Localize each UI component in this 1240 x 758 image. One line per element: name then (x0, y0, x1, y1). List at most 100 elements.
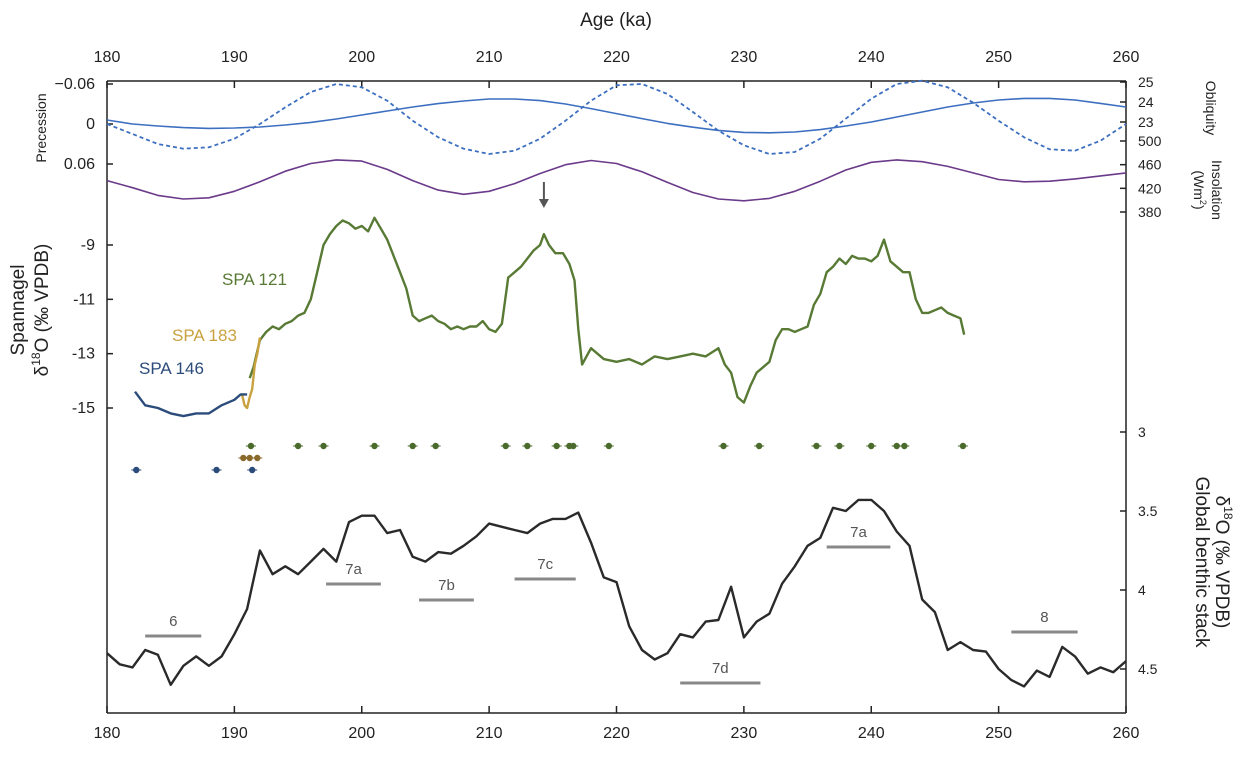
spannagel-line-spa183 (240, 337, 262, 410)
precession-tick-label: −0.06 (55, 76, 96, 93)
benthic-tick-label: 4.5 (1138, 661, 1158, 677)
spannagel-axis-title-top: Spannagel (8, 265, 29, 356)
x-tick-label-bottom: 190 (221, 725, 248, 742)
series-label-spa146: SPA 146 (139, 359, 204, 378)
spa146-date-point (133, 466, 140, 474)
x-tick-label-bottom: 180 (94, 725, 121, 742)
spa121-date-point (320, 442, 327, 450)
spannagel-line-spa121 (248, 216, 966, 404)
spannagel-tick-label: -11 (73, 291, 95, 308)
spa121-date-point (294, 442, 302, 450)
spannagel-line-spa146 (134, 390, 248, 418)
spa183-date-point (240, 454, 247, 462)
left-axis-ticks: −0.06 0 0.06 -9 -11 -13 -15 (55, 76, 113, 417)
insolation-unit: (Wm2) (1191, 170, 1208, 209)
precession-tick-label: 0.06 (64, 156, 95, 173)
x-ticks-bottom: 180 190 200 210 220 230 240 250 260 (94, 706, 1140, 742)
insolation-tick-label: 460 (1138, 157, 1162, 173)
spa121-date-point (502, 442, 509, 450)
right-axis-ticks: 25 24 23 500 460 420 380 3 3.5 4 4.5 (1120, 74, 1162, 677)
benthic-tick-label: 4 (1138, 582, 1146, 598)
insolation-unit-sup: 2 (1198, 200, 1208, 205)
benthic-tick-label: 3 (1138, 424, 1146, 440)
benthic-delta: δ (1211, 496, 1232, 507)
precession-axis-title: Precession (33, 93, 49, 162)
benthic-tick-label: 3.5 (1138, 503, 1158, 519)
x-axis-title: Age (ka) (580, 10, 652, 31)
spa121-date-point (836, 442, 843, 450)
series-curves (106, 79, 1127, 688)
x-ticks-top: 180 190 200 210 220 230 240 250 260 (94, 49, 1139, 88)
insolation-unit-base: (Wm (1191, 170, 1207, 200)
spannagel-axis-title-bottom: δ18O (‰ VPDB) (29, 244, 53, 377)
spannagel-tick-label: -15 (72, 400, 95, 417)
spannagel-tick-label: -9 (81, 237, 95, 254)
spannagel-delta: δ (32, 366, 53, 377)
spa121-date-point (720, 442, 727, 450)
benthic-stack-line (106, 498, 1127, 688)
stage-label: 7c (537, 556, 553, 573)
x-tick-label-bottom: 240 (858, 725, 885, 742)
spa183-date-point (246, 454, 253, 462)
insolation-unit-end: ) (1191, 205, 1207, 210)
spa121-date-point (813, 442, 820, 450)
x-tick-label-top: 190 (221, 49, 248, 66)
series-label-spa121: SPA 121 (222, 270, 287, 289)
x-tick-label-top: 180 (94, 49, 121, 66)
x-tick-label-top: 250 (985, 49, 1012, 66)
obliquity-tick-label: 24 (1138, 94, 1154, 110)
x-tick-label-top: 230 (731, 49, 758, 66)
x-tick-label-top: 210 (476, 49, 503, 66)
stage-label: 7b (438, 577, 455, 594)
marine-isotope-stages: 6 7a 7b 7c 7d 7a 8 (145, 524, 1078, 685)
obliquity-axis-title: Obliquity (1203, 81, 1219, 135)
spa146-date-point (213, 466, 220, 474)
insolation-axis-title: Insolation (1209, 160, 1225, 220)
x-tick-label-bottom: 200 (348, 725, 375, 742)
insolation-tick-label: 500 (1138, 133, 1162, 149)
spa121-date-point (959, 442, 967, 450)
benthic-axis-title-bottom: δ18O (‰ VPDB) (1211, 496, 1235, 629)
spa121-date-point (569, 442, 577, 450)
x-tick-label-bottom: 250 (985, 725, 1012, 742)
spa121-date-point (868, 442, 875, 450)
x-tick-label-top: 200 (348, 49, 375, 66)
x-tick-label-top: 240 (858, 49, 885, 66)
stage-label: 6 (169, 613, 177, 630)
insolation-tick-label: 420 (1138, 180, 1162, 196)
x-tick-label-bottom: 220 (603, 725, 630, 742)
spannagel-unit: O (‰ VPDB) (32, 244, 53, 353)
benthic-axis-title-top: Global benthic stack (1191, 476, 1212, 648)
precession-tick-label: 0 (86, 116, 95, 133)
spa121-date-point (893, 442, 900, 450)
spa121-date-point (247, 442, 255, 450)
x-tick-label-bottom: 210 (476, 725, 503, 742)
benthic-sup: 18 (1221, 506, 1235, 520)
obliquity-tick-label: 23 (1138, 114, 1154, 130)
x-tick-label-bottom: 260 (1113, 725, 1140, 742)
stage-label: 8 (1040, 609, 1048, 626)
spa121-date-point (409, 442, 416, 450)
spa121-date-point (371, 442, 378, 450)
spa121-date-point (553, 442, 560, 450)
spa146-date-point (249, 466, 256, 474)
x-tick-label-bottom: 230 (731, 725, 758, 742)
spannagel-sup: 18 (29, 352, 43, 366)
plot-frame (106, 80, 1127, 714)
spa121-date-point (755, 442, 763, 450)
benthic-unit: O (‰ VPDB) (1211, 520, 1232, 629)
obliquity-line (106, 97, 1127, 134)
stage-label: 7d (712, 660, 729, 677)
arrow-marker (538, 182, 549, 208)
arrow-head (538, 199, 549, 208)
stage-label: 7a (345, 561, 362, 578)
dating-points (131, 442, 968, 474)
insolation-tick-label: 380 (1138, 204, 1162, 220)
precession-line (106, 79, 1127, 155)
obliquity-tick-label: 25 (1138, 74, 1154, 90)
spa183-date-point (254, 454, 261, 462)
stage-label: 7a (850, 524, 867, 541)
spa121-date-point (901, 442, 908, 450)
x-tick-label-top: 220 (603, 49, 630, 66)
